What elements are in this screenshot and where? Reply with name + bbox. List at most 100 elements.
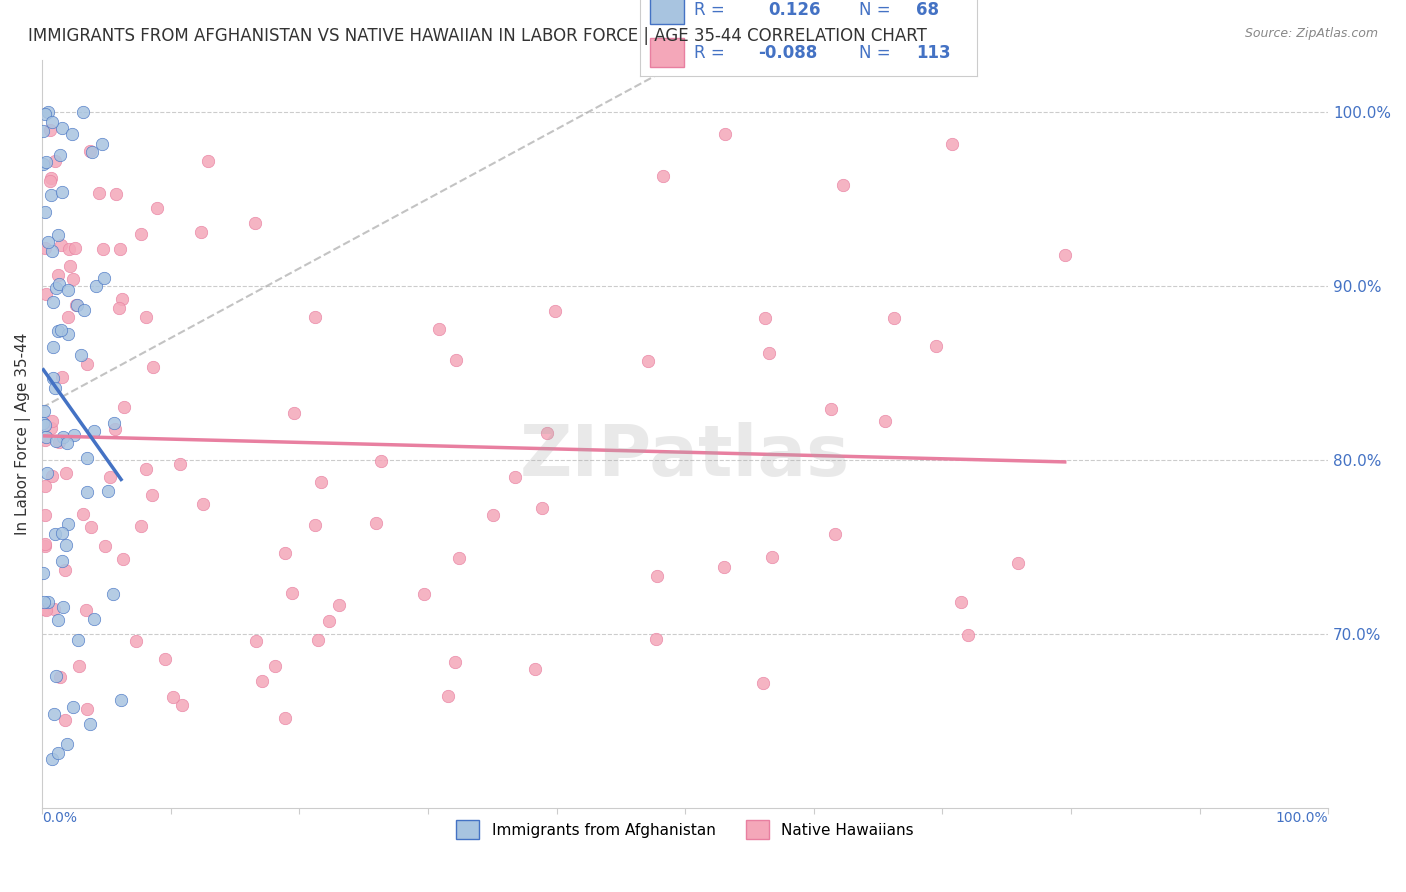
- Point: [364, 516, 387, 530]
- Point: [76, 702, 98, 716]
- Point: [41, 115, 63, 129]
- Point: [34, 417, 56, 432]
- Point: [75, 603, 97, 617]
- Point: [1007, 556, 1029, 570]
- Point: [84, 279, 107, 293]
- Point: [32, 404, 55, 418]
- Point: [311, 475, 333, 489]
- Point: [34, 205, 56, 219]
- Point: [62, 271, 84, 285]
- Point: [66, 298, 89, 312]
- Point: [55, 538, 77, 552]
- Point: [832, 178, 855, 193]
- Point: [824, 526, 846, 541]
- Point: [52, 430, 75, 444]
- Text: R =: R =: [693, 44, 724, 62]
- Point: [51, 553, 73, 567]
- Point: [645, 632, 668, 647]
- Point: [112, 552, 135, 566]
- Point: [48, 148, 70, 162]
- Point: [412, 587, 434, 601]
- Point: [32, 416, 55, 430]
- Point: [444, 655, 467, 669]
- Point: [304, 518, 326, 533]
- Point: [104, 187, 127, 202]
- Point: [39, 187, 62, 202]
- Point: [73, 302, 96, 317]
- Point: [41, 414, 63, 428]
- Point: [190, 225, 212, 239]
- Text: 68: 68: [917, 1, 939, 19]
- Point: [55, 563, 77, 577]
- Point: [63, 427, 86, 442]
- Point: [328, 598, 350, 612]
- Point: [41, 341, 63, 355]
- Point: [191, 497, 214, 511]
- Point: [752, 676, 775, 690]
- Point: [652, 169, 675, 183]
- Text: ZIPatlas: ZIPatlas: [520, 422, 851, 491]
- Point: [941, 136, 963, 151]
- Point: [107, 301, 129, 316]
- Point: [318, 614, 340, 628]
- Point: [55, 466, 77, 480]
- Point: [112, 400, 135, 414]
- Point: [34, 601, 56, 615]
- Point: [243, 216, 266, 230]
- Point: [65, 297, 87, 311]
- Point: [35, 603, 58, 617]
- Point: [39, 421, 62, 435]
- Point: [41, 469, 63, 483]
- Point: [35, 155, 58, 169]
- Point: [79, 520, 101, 534]
- Point: [39, 174, 62, 188]
- Point: [761, 549, 783, 564]
- Point: [436, 689, 458, 703]
- Point: [820, 402, 842, 417]
- Point: [58, 326, 80, 341]
- Point: [950, 595, 973, 609]
- Point: [42, 602, 65, 616]
- Point: [32, 156, 55, 170]
- Point: [37, 104, 59, 119]
- Point: [544, 304, 567, 318]
- Point: [274, 711, 297, 725]
- Point: [76, 357, 98, 371]
- Point: [530, 501, 553, 516]
- Point: [754, 311, 776, 326]
- Text: N =: N =: [859, 1, 890, 19]
- Point: [482, 508, 505, 523]
- Point: [82, 145, 104, 159]
- Point: [67, 659, 90, 673]
- FancyBboxPatch shape: [650, 38, 683, 67]
- Point: [713, 559, 735, 574]
- Point: [536, 426, 558, 441]
- Point: [108, 242, 131, 256]
- Text: IMMIGRANTS FROM AFGHANISTAN VS NATIVE HAWAIIAN IN LABOR FORCE | AGE 35-44 CORREL: IMMIGRANTS FROM AFGHANISTAN VS NATIVE HA…: [28, 27, 927, 45]
- Point: [250, 673, 273, 688]
- Point: [51, 185, 73, 199]
- Point: [51, 323, 73, 337]
- Point: [90, 137, 112, 152]
- Point: [67, 633, 90, 648]
- Point: [883, 311, 905, 326]
- Point: [135, 462, 157, 476]
- Point: [32, 124, 55, 138]
- Point: [45, 281, 67, 295]
- Point: [48, 277, 70, 291]
- Point: [97, 484, 120, 499]
- Point: [94, 539, 117, 553]
- Point: [62, 699, 84, 714]
- Text: 0.126: 0.126: [768, 1, 821, 19]
- Point: [46, 746, 69, 760]
- Point: [51, 121, 73, 136]
- Point: [44, 527, 66, 541]
- Point: [111, 293, 134, 307]
- Point: [52, 599, 75, 614]
- Point: [444, 352, 467, 367]
- Point: [42, 707, 65, 722]
- Point: [72, 508, 94, 522]
- Text: 113: 113: [917, 44, 950, 62]
- Text: 0.0%: 0.0%: [42, 811, 77, 825]
- Point: [93, 270, 115, 285]
